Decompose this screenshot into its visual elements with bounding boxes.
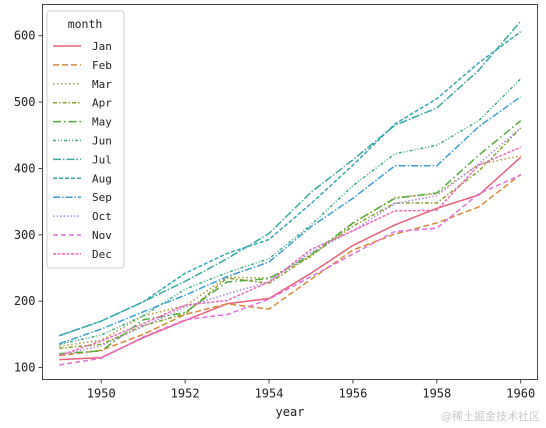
x-tick-label: 1960	[506, 387, 535, 401]
series-line-may	[59, 120, 522, 355]
y-tick-label: 400	[14, 161, 36, 175]
x-axis-title: year	[276, 405, 305, 419]
legend-label-sep: Sep	[92, 191, 112, 204]
x-tick-label: 1958	[422, 387, 451, 401]
x-tick-label: 1950	[87, 387, 116, 401]
y-tick-label: 300	[14, 228, 36, 242]
axis-ticks: 1950 1952 1954 1956 1958 1960 100 200 300 400 500 6…	[14, 29, 535, 401]
series-line-apr	[59, 127, 522, 350]
legend-label-feb: Feb	[92, 59, 112, 72]
legend-label-nov: Nov	[92, 229, 112, 242]
series-lines	[59, 20, 522, 366]
series-line-mar	[59, 155, 521, 348]
legend-label-jun: Jun	[92, 135, 112, 148]
x-tick-label: 1952	[171, 387, 200, 401]
x-tick-label: 1954	[255, 387, 284, 401]
legend-label-apr: Apr	[92, 97, 112, 110]
y-tick-label: 600	[14, 29, 36, 43]
legend-label-aug: Aug	[92, 172, 112, 185]
series-line-nov	[59, 174, 522, 366]
y-tick-label: 100	[14, 361, 36, 375]
series-line-jul	[59, 20, 522, 337]
legend-title: month	[68, 17, 103, 31]
series-line-dec	[59, 146, 521, 357]
legend-label-jan: Jan	[92, 40, 112, 53]
y-tick-label: 500	[14, 95, 36, 109]
legend-label-may: May	[92, 116, 112, 129]
series-line-jun	[59, 78, 522, 346]
series-line-oct	[59, 127, 522, 356]
legend-label-mar: Mar	[92, 78, 112, 91]
y-tick-label: 200	[14, 294, 36, 308]
legend-label-jul: Jul	[92, 153, 112, 166]
legend-label-dec: Dec	[92, 248, 112, 261]
legend-label-oct: Oct	[92, 210, 112, 223]
series-line-feb	[59, 173, 522, 357]
x-tick-label: 1956	[338, 387, 367, 401]
plot-frame	[42, 4, 538, 380]
legend-box	[46, 10, 125, 269]
watermark: @稀土掘金技术社区	[441, 410, 540, 423]
series-line-sep	[59, 96, 522, 345]
legend: month Jan Feb Mar Apr May Jun Jul Aug Sep Oct Nov D…	[46, 10, 125, 269]
series-line-aug	[59, 31, 522, 337]
